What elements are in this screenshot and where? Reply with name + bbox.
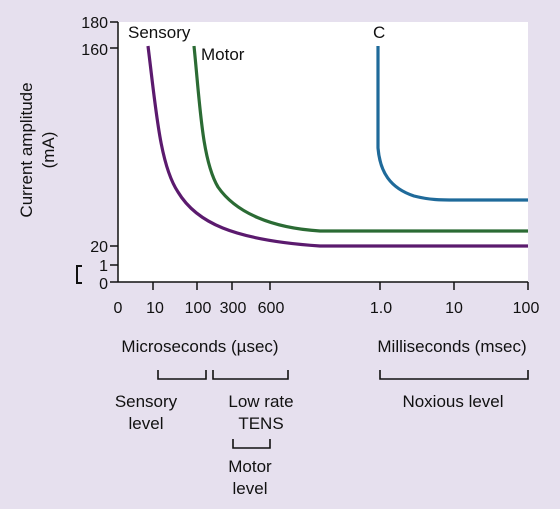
series-line-motor: [192, 45, 528, 233]
range-label-sensory-level: Sensory: [115, 392, 178, 411]
y-tick-label: 20: [90, 239, 108, 256]
series-line-c: [376, 46, 528, 202]
x-tick-label: 100: [513, 300, 540, 317]
x-tick-label: 10: [146, 300, 164, 317]
series-label-motor: Motor: [201, 45, 245, 64]
y-tick-label: 160: [81, 42, 108, 59]
range-bracket-motor-level: [232, 439, 271, 449]
range-label-sensory-level: level: [129, 414, 164, 433]
range-label-noxious-level: Noxious level: [402, 392, 503, 411]
range-label-low-rate-tens: TENS: [238, 414, 283, 433]
range-bracket-low-rate-tens: [212, 370, 289, 380]
y-tick-label: 1: [99, 258, 108, 275]
y-axis-label-line1: Current amplitude: [17, 82, 36, 217]
x-tick-label: 0: [114, 300, 123, 317]
x-tick-label: 100: [185, 300, 212, 317]
x-axis-label-microseconds: Microseconds (µsec): [121, 337, 278, 356]
y-tick-label: 0: [99, 276, 108, 293]
y-tick-label: 180: [81, 15, 108, 32]
y-axis-label-line2: (mA): [39, 132, 58, 169]
series-line-sensory: [146, 45, 528, 248]
range-label-motor-level: level: [233, 479, 268, 498]
range-label-low-rate-tens: Low rate: [228, 392, 293, 411]
x-tick-label: 300: [220, 300, 247, 317]
x-tick-label: 10: [445, 300, 463, 317]
x-axis-label-milliseconds: Milliseconds (msec): [377, 337, 526, 356]
series-label-sensory: Sensory: [128, 23, 191, 42]
series-label-c: C: [373, 23, 385, 42]
range-bracket-noxious-level: [379, 370, 529, 380]
axis-break-bracket: [76, 265, 82, 284]
x-tick-label: 1.0: [370, 300, 392, 317]
x-tick-label: 600: [258, 300, 285, 317]
range-bracket-sensory-level: [157, 370, 207, 380]
plot-area: [118, 22, 528, 282]
range-label-motor-level: Motor: [228, 457, 272, 476]
